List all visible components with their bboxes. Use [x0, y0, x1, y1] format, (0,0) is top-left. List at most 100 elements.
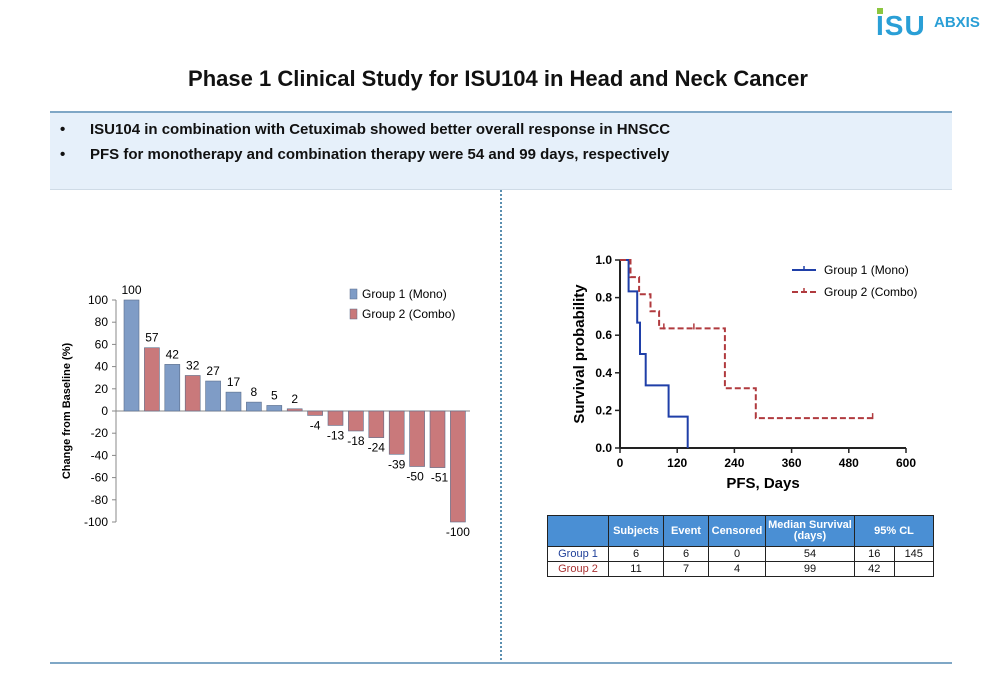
survival-table: Subjects Event Censored Median Survival …: [547, 515, 934, 577]
bar: [205, 380, 221, 412]
bar: [348, 410, 364, 432]
table-cell: 16: [854, 546, 895, 562]
data-label: 57: [145, 331, 159, 345]
table-cell: 6: [663, 546, 709, 562]
table-row-label: Group 1: [547, 546, 609, 562]
data-label: 100: [121, 283, 141, 297]
table-cell: 145: [893, 546, 934, 562]
y-tick-label: 100: [88, 293, 108, 307]
data-label: -50: [406, 470, 424, 484]
y-tick-label: -80: [91, 493, 109, 507]
y-tick-label: 1.0: [595, 253, 612, 267]
table-header-cell: 95% CL: [854, 515, 934, 547]
table-cell: 7: [663, 561, 709, 577]
legend-label: Group 1 (Mono): [824, 263, 909, 277]
x-tick-label: 360: [782, 456, 802, 470]
data-label: 27: [206, 364, 220, 378]
bar: [327, 410, 344, 426]
data-label: 8: [251, 385, 258, 399]
bullet-item-1: • ISU104 in combination with Cetuximab sh…: [60, 121, 670, 138]
data-label: -18: [347, 434, 365, 448]
table-cell: 42: [854, 561, 895, 577]
table-cell: [893, 561, 934, 577]
table-cell: 6: [608, 546, 664, 562]
bar: [388, 410, 405, 455]
table-row-label: Group 2: [547, 561, 609, 577]
bar: [409, 410, 425, 467]
logo-dot-icon: [877, 8, 883, 14]
y-tick-label: 20: [95, 382, 109, 396]
legend-label: Group 1 (Mono): [362, 287, 447, 301]
table-header-cell: Event: [663, 515, 709, 547]
bar: [286, 408, 303, 412]
summary-banner: • ISU104 in combination with Cetuximab sh…: [50, 111, 952, 190]
bar: [266, 405, 283, 412]
waterfall-chart: 100 80 60 40 20 0 -20 -40 -60 -80 -100 Change from …: [61, 283, 470, 539]
x-tick-label: 600: [896, 456, 916, 470]
data-label: -39: [388, 457, 406, 471]
table-header-cell: Median Survival (days): [765, 515, 855, 547]
y-tick-label: -100: [84, 515, 108, 529]
table-cell: 11: [608, 561, 664, 577]
legend-label: Group 2 (Combo): [824, 285, 917, 299]
table-header-cell: [547, 515, 609, 547]
y-tick-label: -40: [91, 448, 109, 462]
table-cell: 4: [708, 561, 766, 577]
bottom-rule: [50, 662, 952, 664]
bar: [184, 375, 201, 412]
y-tick-label: -60: [91, 471, 109, 485]
bar: [246, 401, 262, 412]
x-tick-label: 240: [724, 456, 744, 470]
x-tick-label: 120: [667, 456, 687, 470]
bar: [123, 299, 140, 412]
data-label: -51: [431, 471, 449, 485]
data-label: 32: [186, 358, 200, 372]
data-label: -13: [327, 428, 345, 442]
y-tick-label: 0.6: [595, 328, 612, 342]
y-tick-label: 0: [101, 404, 108, 418]
x-tick-label: 0: [617, 456, 624, 470]
bar: [225, 391, 242, 412]
bullet-symbol: •: [60, 121, 66, 138]
y-axis-label: Survival probability: [571, 284, 588, 424]
bar: [450, 410, 466, 523]
bar: [307, 410, 323, 416]
y-tick-label: 80: [95, 315, 109, 329]
bar: [429, 410, 446, 468]
x-axis-label: PFS, Days: [726, 475, 799, 492]
table-cell: 54: [765, 546, 855, 562]
km-series-line: [620, 259, 873, 420]
y-axis-label: Change from Baseline (%): [61, 343, 73, 480]
km-series-line: [620, 259, 689, 448]
y-tick-label: 0.4: [595, 366, 612, 380]
bar: [368, 410, 385, 438]
company-logo: ISU ABXIS: [876, 8, 988, 41]
y-tick-label: 40: [95, 360, 109, 374]
data-label: 2: [291, 392, 298, 406]
data-label: 42: [166, 347, 180, 361]
slide-title: Phase 1 Clinical Study for ISU104 in Hea…: [188, 66, 808, 91]
legend-label: Group 2 (Combo): [362, 307, 455, 321]
table-cell: 99: [765, 561, 855, 577]
table-header-cell: Subjects: [608, 515, 664, 547]
y-tick-label: 0.2: [595, 403, 612, 417]
logo-sub-text: ABXIS: [934, 14, 980, 31]
legend-swatch: [349, 288, 358, 300]
table-row: Group 1 6 6 0 54 16 145: [547, 546, 934, 562]
data-label: 5: [271, 388, 278, 402]
bullet-text-1: ISU104 in combination with Cetuximab sho…: [90, 121, 671, 138]
table-row: Group 2 11 7 4 99 42: [547, 561, 934, 577]
logo-main-text: ISU: [876, 10, 926, 41]
y-tick-label: 0.0: [595, 441, 612, 455]
x-tick-label: 480: [839, 456, 859, 470]
bullet-item-2: • PFS for monotherapy and combination the…: [60, 146, 669, 163]
bullet-text-2: PFS for monotherapy and combination ther…: [90, 146, 670, 163]
data-label: -100: [446, 525, 470, 539]
data-label: 17: [227, 375, 241, 389]
legend-swatch: [349, 308, 358, 320]
bullet-symbol: •: [60, 146, 66, 163]
y-tick-label: 0.8: [595, 291, 612, 305]
panel-divider: [500, 190, 502, 660]
data-label: -24: [368, 441, 386, 455]
y-tick-label: 60: [95, 337, 109, 351]
